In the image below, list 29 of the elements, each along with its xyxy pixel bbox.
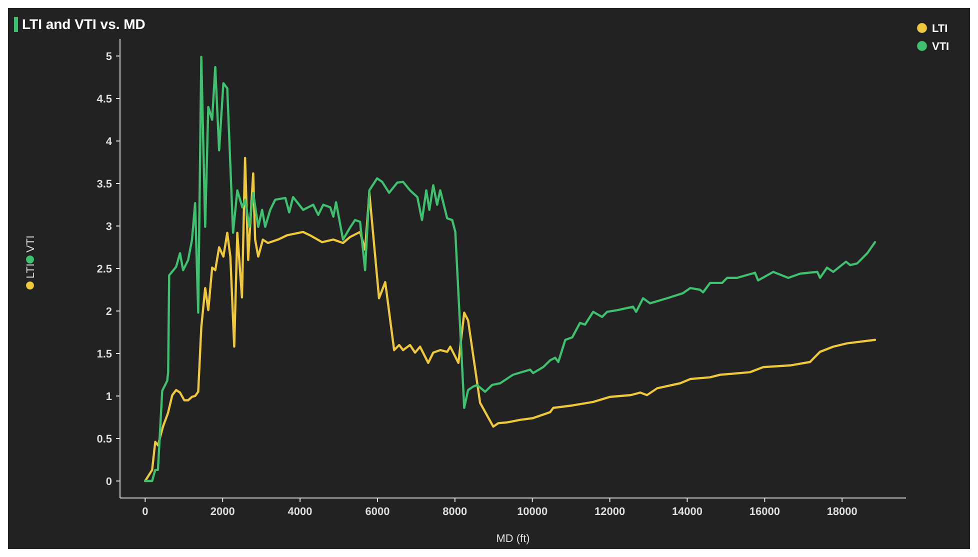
line-series [144,156,876,482]
x-tick-label: 6000 [365,506,390,518]
y-tick-label: 2 [106,306,112,318]
text: LTI [25,263,37,278]
y-tick-label: 3 [106,221,112,233]
x-tick-label: 4000 [288,506,312,518]
chart-title: LTI and VTI vs. MD [22,16,146,32]
x-tick-label: 18000 [826,506,858,518]
legend-label: LTI [932,23,948,35]
x-tick-label: 8000 [442,506,468,518]
x-tick-label: 10000 [517,506,548,518]
text: VTI [25,235,37,252]
line-series [144,56,876,482]
x-tick-label: 14000 [672,506,703,518]
x-tick-label: 2000 [210,506,235,518]
y-tick-label: 4.5 [96,94,112,106]
y-tick-label: 1.5 [96,348,112,360]
y-tick-label: 4 [106,136,113,148]
y-tick-label: 2.5 [96,264,112,276]
y-tick-label: 0.5 [96,434,112,446]
x-tick-label: 16000 [749,506,780,518]
y-tick-label: 3.5 [96,178,112,190]
x-axis-title: MD (ft) [496,533,530,545]
x-tick-label: 12000 [594,506,626,518]
x-tick-label: 0 [142,506,148,518]
legend-label: VTI [932,41,950,53]
y-tick-label: 1 [106,391,112,403]
y-tick-label: 0 [106,476,112,488]
y-tick-label: 5 [106,51,112,63]
